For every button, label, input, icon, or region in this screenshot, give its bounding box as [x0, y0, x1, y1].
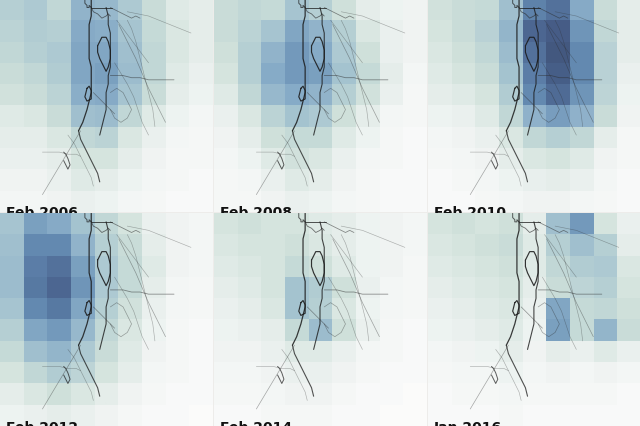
Text: Feb 2008: Feb 2008	[220, 206, 292, 220]
Text: Feb 2006: Feb 2006	[6, 206, 78, 220]
Text: Feb 2010: Feb 2010	[434, 206, 506, 220]
Text: Feb 2012: Feb 2012	[6, 420, 79, 426]
Text: Feb 2014: Feb 2014	[220, 420, 292, 426]
Text: Jan 2016: Jan 2016	[434, 420, 502, 426]
